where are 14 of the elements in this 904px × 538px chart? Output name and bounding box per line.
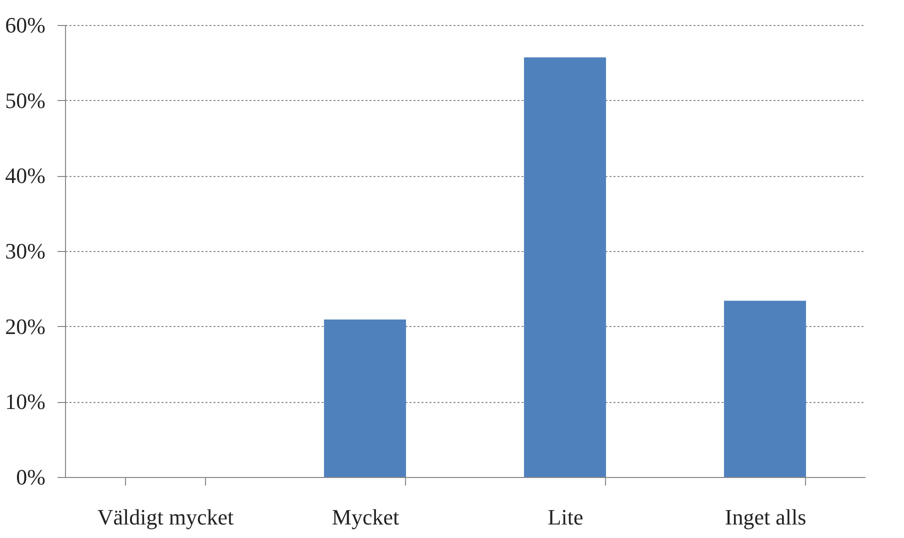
y-tick-label: 50% xyxy=(5,88,46,113)
x-tick-label: Väldigt mycket xyxy=(97,504,234,530)
y-tick-label: 40% xyxy=(5,163,46,188)
y-tick-label: 30% xyxy=(5,238,46,264)
x-tick-label: Inget alls xyxy=(724,504,806,530)
y-tick-label: 10% xyxy=(5,389,46,414)
y-tick-label: 20% xyxy=(5,314,46,339)
y-tick-label: 60% xyxy=(5,12,46,38)
x-tick-label: Mycket xyxy=(332,504,400,530)
y-tick-label: 0% xyxy=(16,464,46,490)
bar xyxy=(524,57,606,477)
x-tick-label: Lite xyxy=(548,504,584,530)
bar xyxy=(324,320,406,477)
bar xyxy=(724,300,806,477)
